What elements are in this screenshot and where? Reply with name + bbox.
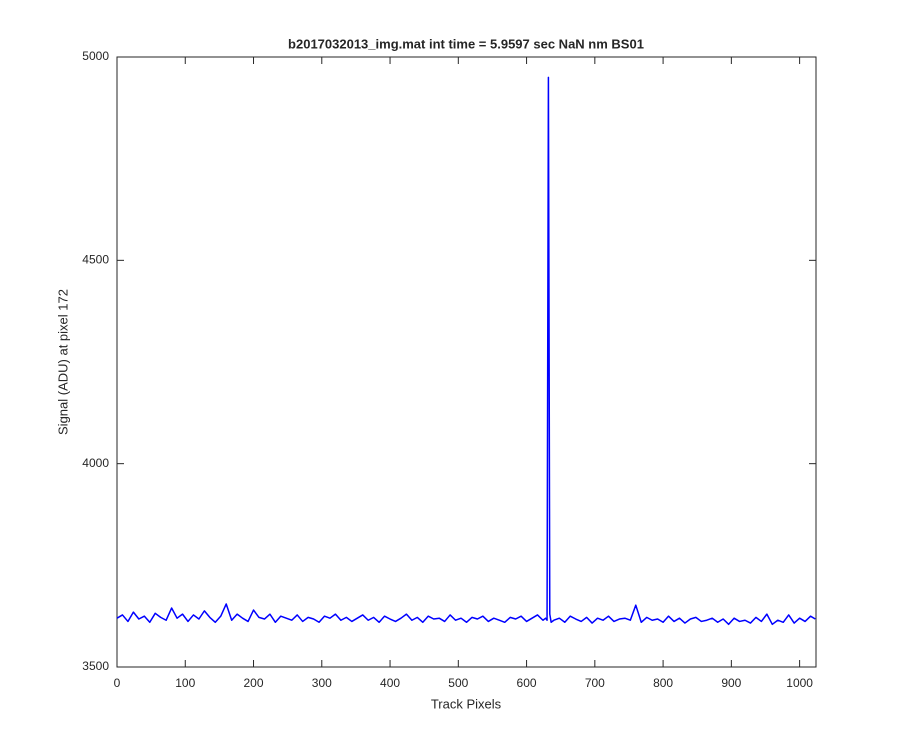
x-tick-label: 700 bbox=[585, 676, 605, 690]
y-tick-label: 4500 bbox=[82, 253, 109, 267]
y-axis-label: Signal (ADU) at pixel 172 bbox=[55, 289, 70, 435]
x-tick-label: 800 bbox=[653, 676, 673, 690]
x-tick-label: 900 bbox=[721, 676, 741, 690]
y-tick-label: 5000 bbox=[82, 49, 109, 63]
x-tick-label: 100 bbox=[175, 676, 195, 690]
x-tick-label: 1000 bbox=[786, 676, 813, 690]
x-tick-label: 600 bbox=[517, 676, 537, 690]
axes-box bbox=[116, 56, 817, 668]
x-axis-label: Track Pixels bbox=[431, 696, 502, 711]
x-tick-label: 500 bbox=[448, 676, 468, 690]
x-tick-label: 200 bbox=[244, 676, 264, 690]
y-tick-label: 3500 bbox=[82, 659, 109, 673]
x-tick-label: 0 bbox=[114, 676, 121, 690]
chart-title: b2017032013_img.mat int time = 5.9597 se… bbox=[288, 36, 644, 51]
data-line bbox=[116, 76, 816, 626]
y-tick-label: 4000 bbox=[82, 456, 109, 470]
x-tick-label: 300 bbox=[312, 676, 332, 690]
x-tick-label: 400 bbox=[380, 676, 400, 690]
